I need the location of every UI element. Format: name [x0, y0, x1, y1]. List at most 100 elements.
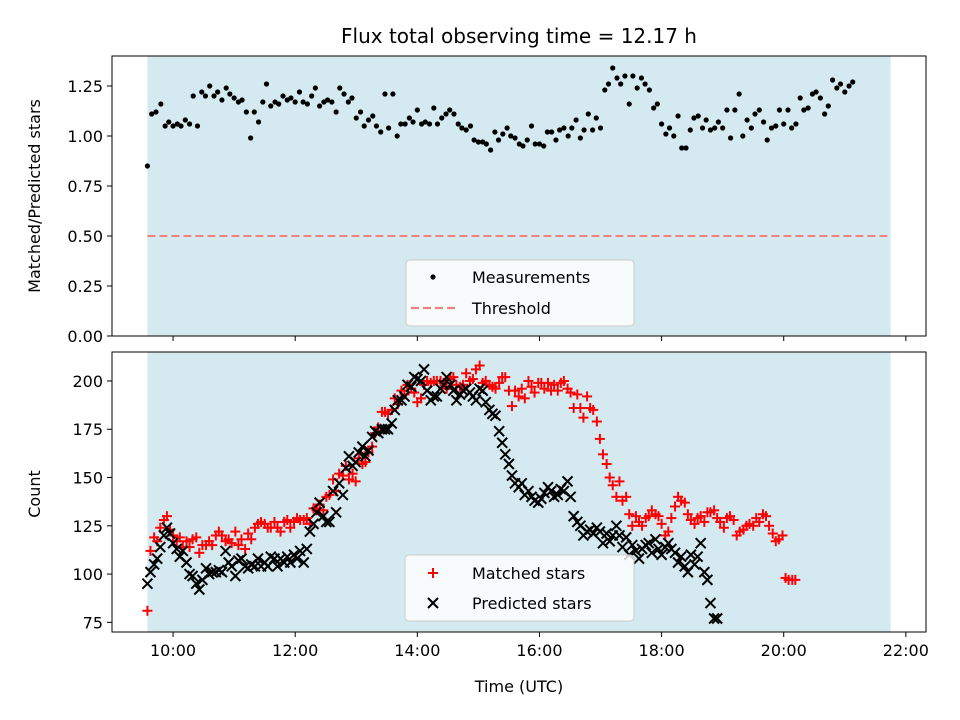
measurement-point [524, 137, 530, 143]
measurement-point [618, 81, 624, 87]
measurement-point [666, 125, 673, 131]
measurement-point [817, 95, 823, 101]
predicted-star-point [480, 396, 492, 408]
legend-threshold-label: Threshold [471, 299, 551, 318]
measurement-point [345, 99, 351, 105]
predicted-star-point [385, 417, 398, 430]
measurement-point [495, 137, 502, 143]
matched-star-point [682, 509, 693, 520]
predicted-star-point [206, 566, 218, 578]
measurement-point [760, 119, 767, 125]
predicted-star-point [646, 547, 658, 559]
predicted-star-point [281, 550, 293, 563]
matched-star-point [269, 516, 280, 527]
measurement-point [597, 125, 604, 131]
measurement-point [569, 125, 575, 131]
matched-star-point [624, 509, 635, 520]
predicted-star-point [359, 450, 372, 462]
matched-star-point [194, 547, 205, 558]
measurement-point [211, 93, 217, 99]
legend-measurements-marker [430, 274, 436, 280]
matched-star-point [597, 449, 608, 460]
matched-star-point [715, 516, 726, 527]
y-tick-label: 75 [83, 613, 103, 632]
bottom-panel: 75 100 125 150 175 200 10:00 12:00 14:00 16:00 18… [25, 351, 929, 696]
measurement-point [280, 93, 286, 99]
matched-star-point [490, 383, 501, 394]
measurement-point [520, 143, 526, 149]
matched-star-point [243, 528, 254, 539]
predicted-star-point [675, 550, 687, 563]
matched-star-point [350, 476, 361, 487]
measurement-point [144, 163, 151, 169]
measurement-point [488, 147, 494, 153]
measurement-point [541, 143, 547, 149]
predicted-star-point [141, 578, 154, 590]
measurement-point [300, 99, 306, 105]
matched-star-point [474, 360, 485, 371]
predicted-star-point [190, 578, 202, 590]
predicted-star-point [669, 547, 681, 559]
matched-star-point [604, 472, 615, 483]
measurement-point [773, 123, 779, 129]
measurement-point [483, 141, 489, 147]
predicted-star-point [352, 446, 365, 459]
predicted-star-point [327, 485, 339, 497]
measurement-point [654, 101, 660, 107]
measurement-point [309, 93, 315, 99]
measurement-point [194, 123, 201, 129]
measurement-point [304, 101, 311, 107]
matched-star-point [526, 381, 537, 392]
x-tick-label: 18:00 [639, 641, 685, 660]
matched-star-point [748, 520, 759, 531]
y-tick-label: 0.75 [67, 177, 103, 196]
measurement-point [349, 95, 355, 101]
bottom-legend: Matched stars Predicted stars [404, 554, 635, 622]
measurement-point [329, 99, 335, 105]
measurement-point [593, 115, 599, 121]
measurement-point [793, 121, 799, 127]
predicted-star-point [151, 552, 163, 565]
measurement-point [373, 123, 380, 129]
predicted-star-point [633, 552, 645, 565]
matched-star-point [191, 532, 202, 543]
legend-matched-label: Matched stars [472, 564, 585, 583]
predicted-star-point [177, 545, 189, 557]
predicted-star-point [440, 371, 453, 383]
matched-star-point [240, 543, 251, 554]
measurement-point [712, 125, 718, 131]
measurement-point [789, 125, 795, 131]
measurement-point [406, 115, 412, 121]
matched-star-point [347, 468, 358, 479]
matched-star-point [246, 534, 257, 545]
predicted-star-point [587, 527, 599, 540]
matched-star-point [360, 457, 371, 468]
measurement-point [642, 81, 648, 87]
measurement-point [736, 91, 742, 97]
predicted-star-point [503, 458, 515, 470]
matched-star-point [653, 511, 664, 522]
predicted-star-point [340, 462, 352, 474]
predicted-star-point [711, 612, 723, 625]
measurement-point [634, 85, 640, 91]
measurement-point [426, 121, 433, 127]
predicted-star-point [366, 431, 378, 443]
predicted-star-point [382, 423, 394, 435]
predicted-star-point [704, 597, 717, 609]
x-tick-label: 10:00 [150, 641, 196, 660]
y-tick-label: 0.50 [67, 227, 103, 246]
matched-star-point [494, 377, 505, 388]
predicted-star-point [200, 562, 212, 574]
matched-star-point [174, 532, 185, 543]
measurement-point [663, 131, 669, 137]
measurement-point [715, 119, 721, 125]
measurement-point [605, 81, 612, 87]
matched-star-point [764, 520, 775, 531]
measurement-point [707, 127, 714, 133]
predicted-star-point [398, 390, 411, 403]
matched-star-point [207, 540, 218, 551]
measurement-point [223, 85, 229, 91]
measurement-point [361, 123, 367, 129]
measurement-point [455, 121, 461, 127]
measurement-point [837, 81, 844, 87]
